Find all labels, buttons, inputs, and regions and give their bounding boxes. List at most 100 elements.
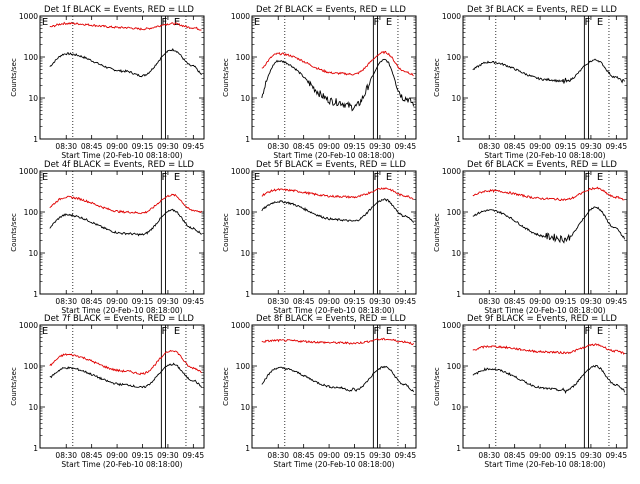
event-marker-label: F	[585, 172, 591, 183]
y-tick-label: 100	[24, 208, 39, 217]
events-series-line	[49, 208, 202, 237]
lld-series-line	[261, 337, 414, 346]
y-tick-label: 1	[245, 135, 250, 144]
x-tick-label: 08:45	[293, 297, 315, 306]
x-tick-label: 08:30	[55, 142, 77, 151]
y-tick-label: 1000	[442, 167, 461, 176]
events-series-line	[49, 47, 202, 78]
x-tick-label: 09:15	[132, 142, 154, 151]
y-tick-label: 10	[240, 249, 250, 258]
x-tick-label: 08:45	[504, 297, 526, 306]
x-tick-label: 09:15	[132, 451, 154, 460]
chart-title: Det 4f BLACK = Events, RED = LLD	[44, 160, 194, 170]
event-marker-label: F	[374, 326, 380, 337]
x-tick-label: 08:30	[55, 451, 77, 460]
lld-series-line	[472, 186, 625, 202]
x-tick-label: 08:45	[293, 142, 315, 151]
y-tick-label: 100	[236, 362, 251, 371]
x-tick-label: 09:45	[606, 297, 628, 306]
y-tick-label: 10	[451, 403, 461, 412]
y-axis-label: Counts/sec	[10, 58, 18, 97]
event-marker-label: E	[386, 172, 392, 183]
event-marker-label: E	[42, 17, 48, 28]
lld-series-line	[472, 343, 625, 355]
x-tick-label: 09:45	[395, 297, 417, 306]
events-series-line	[472, 206, 625, 244]
x-tick-label: 09:15	[555, 451, 577, 460]
x-tick-label: 09:15	[344, 142, 366, 151]
events-series-line	[261, 365, 414, 393]
x-tick-label: 08:30	[478, 297, 500, 306]
chart-panel: Det 7f BLACK = Events, RED = LLD 1 10 100 10…	[10, 314, 205, 469]
chart-panel: Det 4f BLACK = Events, RED = LLD 1 10 100 10…	[10, 160, 205, 315]
event-marker-label: F	[162, 326, 168, 337]
y-tick-label: 10	[28, 94, 38, 103]
x-tick-label: 09:15	[344, 297, 366, 306]
event-marker-label: E	[42, 172, 48, 183]
y-tick-label: 1000	[231, 12, 250, 21]
x-tick-label: 09:45	[606, 451, 628, 460]
chart-title: Det 8f BLACK = Events, RED = LLD	[256, 314, 406, 324]
x-tick-label: 09:30	[157, 451, 179, 460]
event-marker-label: E	[174, 326, 180, 337]
plot-frame	[462, 15, 628, 140]
event-marker-label: E	[386, 17, 392, 28]
chart-panel: Det 8f BLACK = Events, RED = LLD 1 10 100 10…	[222, 314, 417, 469]
chart-title: Det 3f BLACK = Events, RED = LLD	[467, 5, 617, 15]
plot-frame	[251, 170, 417, 295]
y-tick-label: 100	[24, 362, 39, 371]
x-tick-label: 09:30	[157, 297, 179, 306]
chart-title: Det 7f BLACK = Events, RED = LLD	[44, 314, 194, 324]
x-tick-label: 09:15	[555, 297, 577, 306]
event-marker-label: E	[174, 172, 180, 183]
events-series-line	[261, 58, 414, 112]
x-axis-label: Start Time (20-Feb-10 08:18:00)	[61, 460, 182, 469]
event-marker-label: F	[162, 17, 168, 28]
x-tick-label: 08:45	[81, 451, 103, 460]
y-tick-label: 1	[33, 290, 38, 299]
y-tick-label: 100	[447, 362, 462, 371]
y-tick-label: 1	[245, 444, 250, 453]
x-tick-label: 09:00	[318, 451, 340, 460]
event-marker-label: F	[585, 326, 591, 337]
x-tick-label: 08:30	[478, 142, 500, 151]
x-tick-label: 08:30	[267, 142, 289, 151]
plot-frame	[39, 15, 205, 140]
y-axis-label: Counts/sec	[433, 58, 441, 97]
lld-series-line	[261, 187, 414, 200]
x-tick-label: 09:15	[132, 297, 154, 306]
event-marker-label: F	[374, 17, 380, 28]
chart-panel: Det 1f BLACK = Events, RED = LLD 1 10 100 10…	[10, 5, 205, 160]
x-tick-label: 08:30	[55, 297, 77, 306]
x-tick-label: 09:45	[183, 142, 205, 151]
events-series-line	[261, 198, 414, 223]
x-tick-label: 09:00	[106, 451, 128, 460]
y-axis-label: Counts/sec	[433, 213, 441, 252]
x-tick-label: 08:45	[293, 451, 315, 460]
y-tick-label: 10	[240, 94, 250, 103]
x-tick-label: 08:30	[478, 451, 500, 460]
y-axis-label: Counts/sec	[222, 58, 230, 97]
lld-series-line	[261, 50, 414, 77]
event-marker-label: E	[386, 326, 392, 337]
y-axis-label: Counts/sec	[222, 213, 230, 252]
x-tick-label: 09:45	[395, 142, 417, 151]
y-axis-label: Counts/sec	[10, 213, 18, 252]
y-tick-label: 100	[236, 53, 251, 62]
y-tick-label: 10	[240, 403, 250, 412]
chart-panel: Det 5f BLACK = Events, RED = LLD 1 10 100 10…	[222, 160, 417, 315]
plot-frame	[462, 324, 628, 449]
y-tick-label: 1	[245, 290, 250, 299]
x-tick-label: 08:30	[267, 451, 289, 460]
event-marker-label: E	[597, 17, 603, 28]
plot-frame	[251, 15, 417, 140]
x-tick-label: 09:30	[580, 297, 602, 306]
y-tick-label: 1000	[231, 321, 250, 330]
lld-series-line	[49, 21, 202, 31]
x-axis-label: Start Time (20-Feb-10 08:18:00)	[61, 151, 182, 160]
event-marker-label: E	[42, 326, 48, 337]
chart-panel: Det 3f BLACK = Events, RED = LLD 1 10 100 10…	[433, 5, 628, 160]
y-tick-label: 1000	[19, 321, 38, 330]
y-tick-label: 1	[33, 135, 38, 144]
